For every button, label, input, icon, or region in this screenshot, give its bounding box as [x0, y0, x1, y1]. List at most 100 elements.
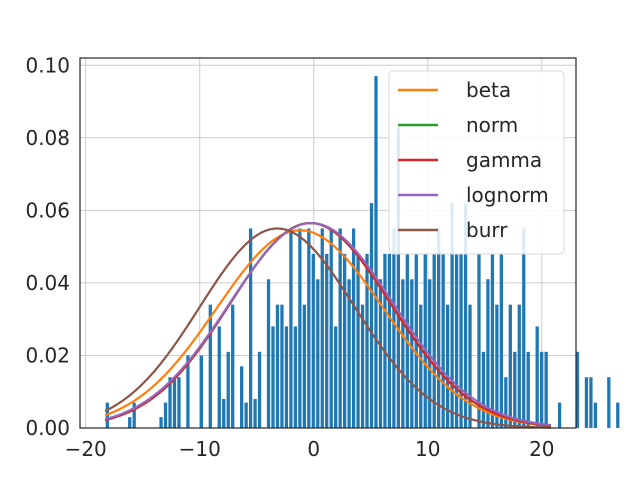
histogram-bar — [540, 351, 544, 428]
y-tick-label: 0.10 — [25, 53, 70, 77]
histogram-bar — [128, 417, 132, 428]
histogram-bar — [172, 377, 177, 428]
histogram-bar — [517, 304, 521, 428]
histogram-bar — [419, 304, 423, 428]
histogram-bar — [410, 279, 414, 428]
histogram-bar — [589, 377, 593, 428]
legend-label-beta: beta — [466, 78, 511, 102]
histogram-bar — [378, 279, 383, 428]
y-tick-label: 0.06 — [25, 198, 70, 222]
y-tick-label: 0.04 — [25, 271, 70, 295]
curve-beta — [104, 229, 551, 427]
histogram-bar — [607, 377, 611, 428]
histogram-bar — [320, 228, 324, 428]
histogram-bar — [495, 304, 499, 428]
histogram-bar — [369, 203, 374, 428]
histogram-bar — [240, 366, 244, 428]
histogram-bar — [445, 304, 450, 428]
histogram-bar — [257, 351, 262, 428]
histogram-bar — [307, 228, 311, 428]
histogram-bar — [616, 402, 620, 428]
histogram-bar — [508, 304, 512, 428]
histogram-bar — [513, 351, 517, 428]
histogram-bar — [522, 228, 526, 428]
histogram-bar — [132, 402, 136, 428]
histogram-bar — [450, 203, 454, 428]
histogram-bar — [392, 228, 396, 428]
curve-burr — [104, 227, 551, 429]
histogram-bar — [437, 228, 441, 428]
histogram-bar — [454, 253, 459, 428]
histogram-bar — [325, 253, 329, 428]
histogram-bar — [226, 351, 230, 428]
plot-frame — [79, 57, 577, 429]
histogram-bar — [316, 279, 320, 428]
histogram-bar — [159, 417, 163, 428]
histogram-bar — [208, 304, 212, 428]
histogram-bar — [338, 228, 342, 428]
histogram-bar — [401, 279, 405, 428]
histogram-bar — [468, 304, 472, 428]
histogram-bar — [383, 253, 387, 428]
histogram-bar — [248, 228, 253, 428]
histogram-bar — [374, 76, 378, 428]
histogram-bar — [284, 326, 289, 428]
histogram-bar — [186, 355, 190, 428]
x-tick-label: 20 — [529, 437, 554, 461]
histogram-bar — [504, 377, 508, 428]
histogram-bar — [432, 253, 436, 428]
histogram-bar — [217, 326, 221, 428]
histogram-bar — [329, 228, 333, 428]
x-tick-label: −20 — [65, 437, 107, 461]
histogram-bar — [347, 279, 351, 428]
y-axis-ticks: 0.00 0.02 0.04 0.06 0.08 0.10 — [25, 53, 70, 440]
legend-label-gamma: gamma — [466, 148, 542, 172]
histogram-bar — [334, 326, 338, 428]
histogram-bar — [222, 398, 226, 428]
histogram-bar — [163, 402, 168, 428]
histogram-bar — [253, 398, 257, 428]
histogram-bar — [231, 304, 235, 428]
x-axis-ticks: −20 −10 0 10 20 — [65, 437, 555, 461]
histogram-bar — [351, 228, 356, 428]
histogram-bar — [289, 228, 293, 428]
histogram-bar — [311, 253, 315, 428]
histogram-bar — [490, 253, 495, 428]
x-tick-label: 0 — [307, 437, 320, 461]
histogram-bar — [177, 377, 181, 428]
histogram-bar — [526, 351, 530, 428]
histogram-bar — [360, 304, 365, 428]
histogram-bar — [266, 279, 271, 428]
histogram-bar — [477, 253, 481, 428]
histogram-bar — [387, 253, 392, 428]
histogram-bar — [499, 253, 503, 428]
histogram-bar — [593, 402, 598, 428]
x-tick-label: −10 — [179, 437, 221, 461]
histogram-bar — [486, 279, 490, 428]
histogram-bar — [302, 304, 306, 428]
histogram-bar — [168, 377, 172, 428]
y-tick-label: 0.08 — [25, 126, 70, 150]
histogram-bar — [535, 326, 539, 428]
histogram-bar — [356, 253, 360, 428]
curve-lognorm — [104, 221, 552, 427]
histogram-bar — [293, 326, 298, 428]
histogram-bar — [481, 351, 486, 428]
legend: beta norm gamma lognorm burr — [388, 70, 565, 255]
histogram-bar — [298, 228, 302, 428]
legend-label-lognorm: lognorm — [466, 183, 549, 207]
fitted-curves — [104, 221, 552, 429]
histogram-bar — [275, 304, 280, 428]
histogram-bar — [244, 402, 248, 428]
histogram-bar — [441, 253, 445, 428]
legend-label-norm: norm — [466, 113, 518, 137]
legend-label-burr: burr — [466, 218, 508, 242]
histogram-bar — [280, 304, 284, 428]
legend-box — [388, 70, 565, 255]
histogram-bar — [544, 351, 548, 428]
histogram-bar — [557, 402, 562, 428]
y-tick-label: 0.00 — [25, 416, 70, 440]
y-tick-label: 0.02 — [25, 343, 70, 367]
histogram-bar — [584, 377, 589, 428]
